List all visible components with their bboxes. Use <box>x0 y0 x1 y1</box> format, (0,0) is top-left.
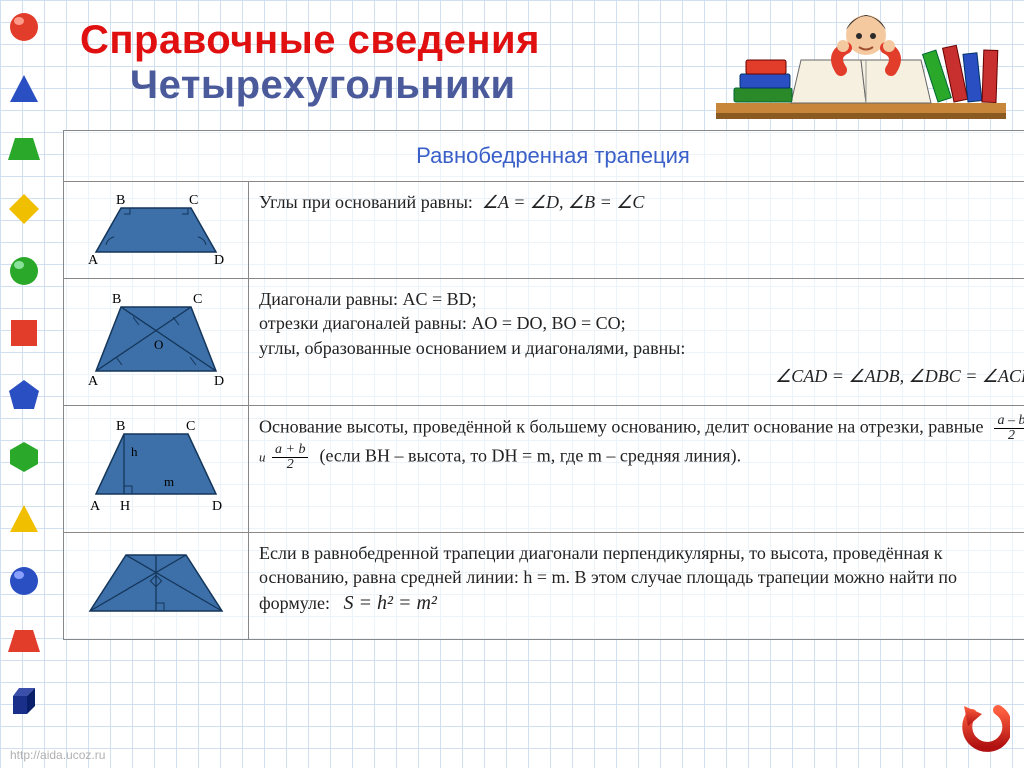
fraction-2: a + b2 <box>272 443 308 472</box>
shape-pentagon-blue <box>7 378 41 412</box>
shape-cube-darkblue <box>7 684 41 718</box>
svg-text:B: B <box>112 292 121 307</box>
svg-text:A: A <box>88 374 99 389</box>
frac-mid: и <box>259 450 266 465</box>
svg-text:D: D <box>212 499 222 514</box>
svg-text:C: C <box>189 193 198 208</box>
return-arrow-icon[interactable] <box>958 702 1010 754</box>
student-books-illustration <box>716 0 1006 130</box>
svg-text:H: H <box>120 499 130 514</box>
page-header: Справочные сведения Четырехугольники <box>80 18 540 108</box>
svg-text:B: B <box>116 419 125 434</box>
figure-cell: B C A D O <box>64 279 249 406</box>
svg-text:B: B <box>116 193 125 208</box>
shape-diamond-yellow <box>7 192 41 226</box>
svg-text:m: m <box>164 474 174 489</box>
shape-sphere-green <box>7 254 41 288</box>
row2-text3: углы, образованные основанием и диагонал… <box>259 336 1024 360</box>
title-line1: Справочные сведения <box>80 18 540 63</box>
shape-hexagon-green <box>7 440 41 474</box>
table-title: Равнобедренная трапеция <box>64 131 1024 182</box>
shape-square-red <box>7 316 41 350</box>
title-line2: Четырехугольники <box>130 63 540 108</box>
svg-text:A: A <box>90 499 101 514</box>
table-row: B C A D Углы при оснований равны: ∠A = ∠… <box>64 182 1024 279</box>
figure-cell: h m B C A D H <box>64 406 249 533</box>
svg-text:h: h <box>131 444 138 459</box>
svg-text:A: A <box>88 253 99 268</box>
table-row: Если в равнобедренной трапеции диагонали… <box>64 533 1024 640</box>
row2-text2: отрезки диагоналей равны: AO = DO, BO = … <box>259 311 1024 335</box>
text-cell: Диагонали равны: AC = BD; отрезки диагон… <box>249 279 1024 406</box>
shape-sphere-red <box>7 10 41 44</box>
fraction-1: a – b2 <box>994 414 1024 443</box>
svg-text:C: C <box>186 419 195 434</box>
shape-trapezoid-red <box>7 626 41 656</box>
svg-text:D: D <box>214 253 224 268</box>
row3-pre: Основание высоты, проведённой к большему… <box>259 417 983 437</box>
shape-trapezoid-green <box>7 134 41 164</box>
figure-cell: B C A D <box>64 182 249 279</box>
row2-formula: ∠CAD = ∠ADB, ∠DBC = ∠ACB <box>259 364 1024 388</box>
figure-cell <box>64 533 249 640</box>
shape-triangle-blue <box>7 72 41 106</box>
text-cell: Если в равнобедренной трапеции диагонали… <box>249 533 1024 640</box>
shape-sphere-blue <box>7 564 41 598</box>
row3-post: (если BH – высота, то DH = m, где m – ср… <box>319 446 741 466</box>
text-cell: Основание высоты, проведённой к большему… <box>249 406 1024 533</box>
table-row: B C A D O Диагонали равны: AC = BD; отре… <box>64 279 1024 406</box>
svg-text:O: O <box>154 337 163 352</box>
text-cell: Углы при оснований равны: ∠A = ∠D, ∠B = … <box>249 182 1024 279</box>
row2-text1: Диагонали равны: AC = BD; <box>259 287 1024 311</box>
row1-formula: ∠A = ∠D, ∠B = ∠C <box>482 192 645 212</box>
reference-table: Равнобедренная трапеция B C A D Углы при… <box>63 130 1024 640</box>
svg-text:D: D <box>214 374 224 389</box>
shape-triangle-yellow <box>7 502 41 536</box>
table-row: h m B C A D H Основание высоты, проведён… <box>64 406 1024 533</box>
footer-url: http://aida.ucoz.ru <box>10 748 105 762</box>
row4-formula: S = h² = m² <box>343 592 436 614</box>
row1-text: Углы при оснований равны: <box>259 192 473 212</box>
decorative-shapes-column <box>0 0 48 768</box>
svg-text:C: C <box>193 292 202 307</box>
